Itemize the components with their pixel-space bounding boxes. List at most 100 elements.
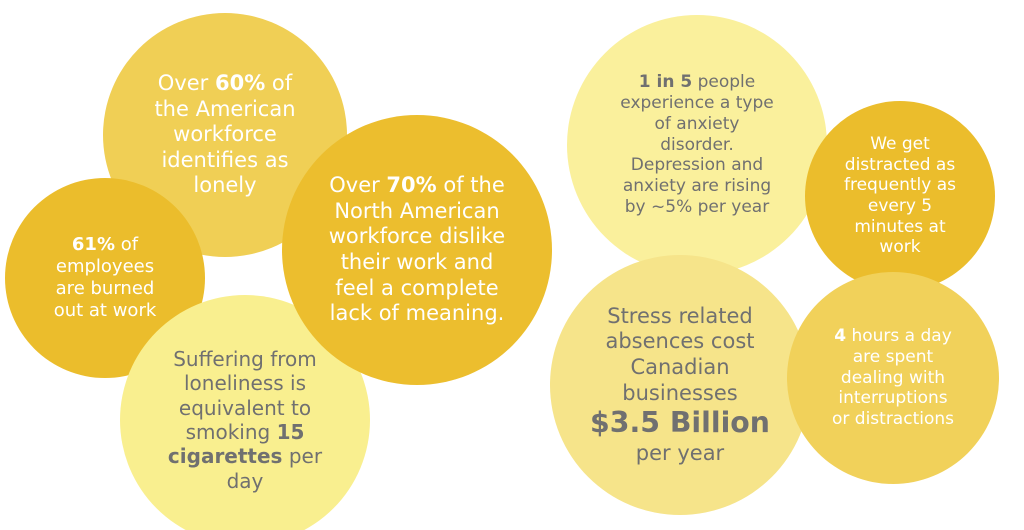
text-line: workforce	[154, 122, 295, 148]
text-segment: We get	[870, 133, 930, 154]
text-segment: every 5	[867, 196, 933, 216]
text-segment: hours a day	[846, 326, 952, 347]
text-line: identifies as	[154, 148, 295, 174]
text-line: by ~5% per year	[620, 197, 773, 218]
text-line: per year	[590, 441, 770, 467]
text-segment: of the	[436, 173, 505, 198]
text-line: interruptions	[832, 388, 954, 409]
text-line: out at work	[54, 300, 157, 322]
text-segment: Depression and	[630, 155, 764, 176]
text-line: 4 hours a day	[832, 326, 954, 347]
emphasis: 1 in 5	[638, 72, 693, 93]
text-line: Depression and	[620, 155, 773, 176]
text-segment: people	[692, 72, 756, 93]
bubble-text: Stress related absences cost Canadian busin…	[590, 304, 770, 467]
text-segment: day	[226, 468, 264, 493]
text-segment: Stress related	[607, 303, 753, 328]
text-segment: per	[282, 444, 323, 469]
bubble-text: 1 in 5 people experience a type of anxiety…	[620, 72, 773, 217]
text-segment: Over	[329, 173, 387, 198]
text-line: are spent	[832, 347, 954, 368]
text-segment: workforce dislike	[328, 224, 506, 249]
text-segment: work	[879, 237, 921, 258]
text-line: absences cost	[590, 329, 770, 355]
text-line: smoking 15	[168, 420, 322, 444]
text-line: businesses	[590, 381, 770, 407]
text-segment: of	[265, 70, 293, 95]
text-line: We get	[844, 134, 956, 155]
text-line: the American	[154, 97, 295, 123]
text-segment: workforce	[173, 122, 277, 147]
text-segment: dealing with	[840, 367, 946, 388]
text-segment: anxiety are rising	[622, 176, 772, 197]
text-segment: are burned	[55, 278, 155, 299]
bubble-text: Over 60% of the American workforce identifi…	[154, 71, 295, 199]
text-line: lonely	[154, 173, 295, 199]
text-line: $3.5 Billion	[590, 406, 770, 441]
text-segment: minutes at	[854, 216, 946, 237]
text-segment: disorder.	[660, 134, 734, 155]
bubble: Stress related absences cost Canadian busin…	[550, 255, 810, 515]
text-segment: lonely	[193, 173, 257, 198]
bubble-text: 61% of employees are burned out at work	[54, 234, 157, 322]
text-line: Stress related	[590, 304, 770, 330]
text-line: are burned	[54, 278, 157, 300]
emphasis: 61%	[71, 234, 115, 256]
text-line: Over 60% of	[154, 71, 295, 97]
text-segment: North American	[334, 198, 500, 223]
text-line: workforce dislike	[329, 224, 505, 250]
text-segment: experience a type	[620, 93, 774, 114]
text-line: dealing with	[832, 368, 954, 389]
text-segment: loneliness is	[183, 371, 307, 396]
text-segment: or distractions	[831, 409, 954, 430]
text-line: of anxiety	[620, 114, 773, 135]
text-line: experience a type	[620, 93, 773, 114]
text-line: equivalent to	[168, 396, 322, 420]
text-line: 1 in 5 people	[620, 72, 773, 93]
text-line: work	[844, 237, 956, 258]
text-segment: smoking	[185, 420, 277, 444]
text-segment: out at work	[53, 299, 157, 321]
emphasis: 15	[276, 420, 305, 444]
text-segment: employees	[55, 256, 155, 278]
text-line: cigarettes per	[168, 444, 322, 468]
text-segment: identifies as	[161, 147, 289, 172]
text-line: anxiety are rising	[620, 176, 773, 197]
text-line: feel a complete	[329, 276, 505, 302]
emphasis: cigarettes	[167, 444, 283, 469]
text-line: frequently as	[844, 175, 956, 196]
text-segment: feel a complete	[335, 275, 499, 300]
bubble-text: 4 hours a day are spent dealing with interr…	[832, 326, 954, 430]
text-segment: their work and	[340, 250, 494, 274]
emphasis: 70%	[386, 173, 437, 198]
text-line: employees	[54, 256, 157, 278]
text-segment: distracted as	[844, 154, 956, 175]
text-line: Canadian	[590, 355, 770, 381]
bubble: 4 hours a day are spent dealing with interr…	[787, 272, 999, 484]
text-line: their work and	[329, 250, 505, 276]
text-line: minutes at	[844, 217, 956, 238]
bubble: 1 in 5 people experience a type of anxiety…	[567, 15, 827, 275]
text-segment: absences cost	[605, 329, 755, 354]
text-segment: interruptions	[838, 388, 948, 409]
text-line: lack of meaning.	[329, 301, 505, 327]
text-line: loneliness is	[168, 371, 322, 395]
highlight-figure: $3.5 Billion	[590, 406, 770, 440]
emphasis: 4	[834, 326, 847, 347]
text-line: Over 70% of the	[329, 173, 505, 199]
text-line: 61% of	[54, 234, 157, 256]
text-line: every 5	[844, 196, 956, 217]
text-segment: frequently as	[844, 175, 956, 196]
text-segment: the American	[154, 96, 296, 121]
text-segment: of anxiety	[654, 113, 740, 134]
text-line: or distractions	[832, 409, 954, 430]
text-segment: lack of meaning.	[329, 301, 505, 326]
text-line: Suffering from	[168, 347, 322, 371]
text-segment: by ~5% per year	[624, 196, 770, 217]
text-line: disorder.	[620, 135, 773, 156]
bubble-text: Suffering from loneliness is equivalent to…	[168, 347, 322, 493]
text-line: distracted as	[844, 155, 956, 176]
